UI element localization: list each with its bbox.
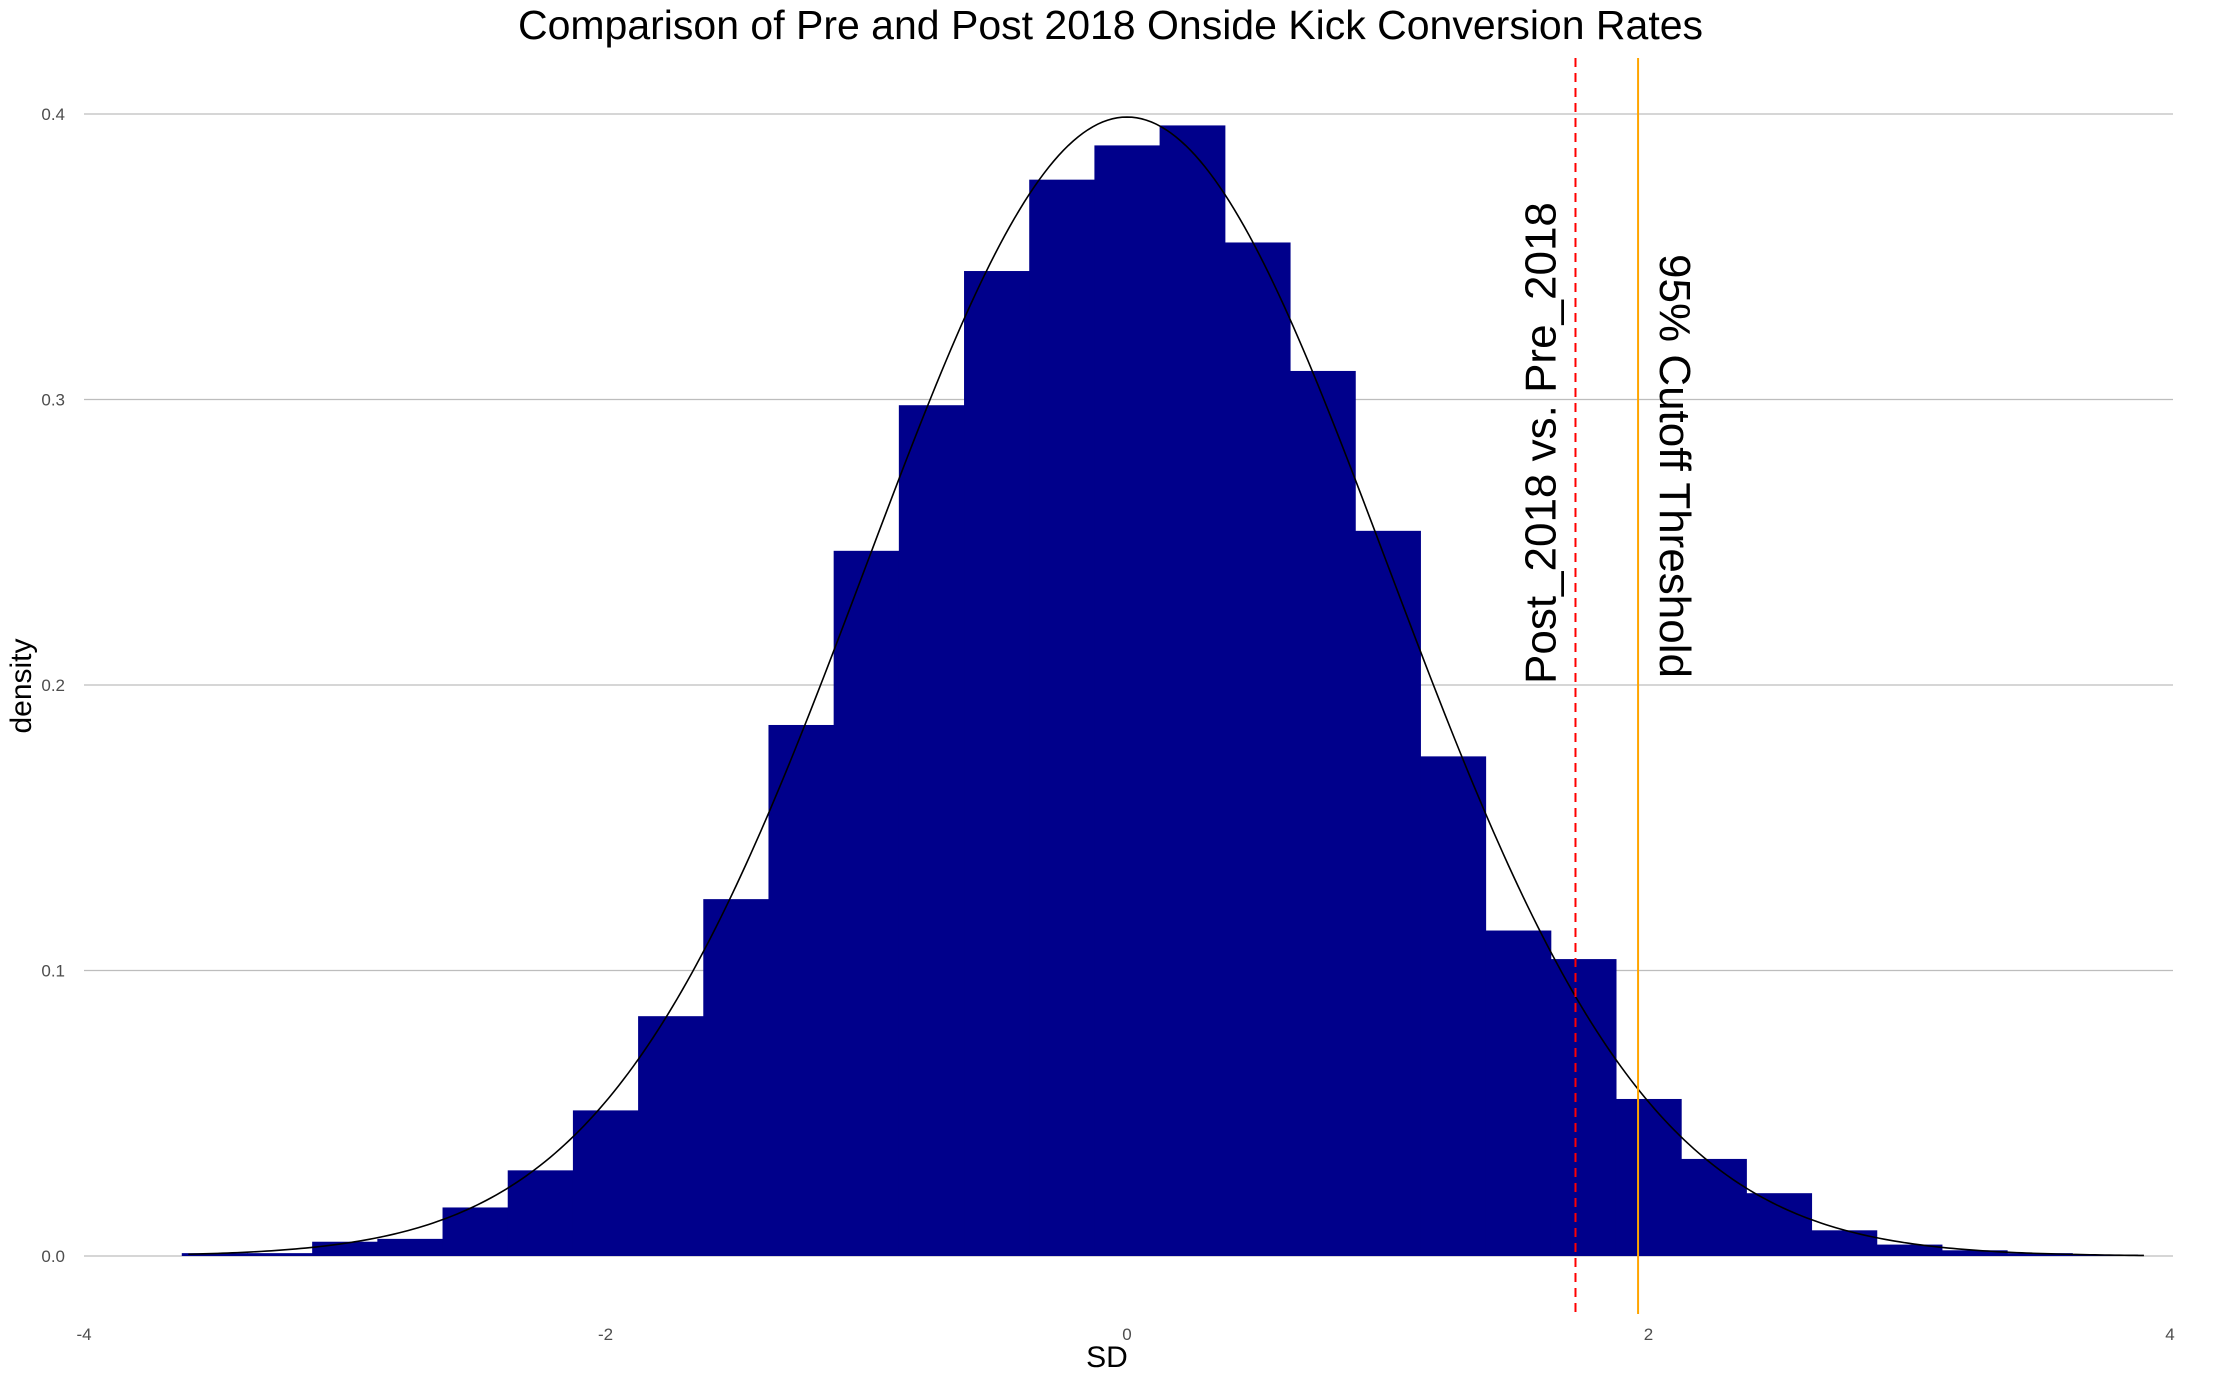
- histogram-bar: [1681, 1158, 1747, 1256]
- histogram-bar: [1355, 530, 1421, 1256]
- normal-density-curve: [188, 116, 2144, 1257]
- histogram-bar: [1289, 370, 1356, 1256]
- y-tick-label: 0.2: [41, 676, 65, 695]
- x-axis-label: SD: [1086, 1341, 1128, 1374]
- y-tick-label: 0.4: [41, 105, 65, 124]
- histogram-bar: [768, 724, 835, 1256]
- reference-lines: Post_2018 vs. Pre_2018 95% Cutoff Thresho…: [1516, 58, 1699, 1314]
- histogram-bar: [1811, 1230, 1878, 1256]
- histogram-bar: [964, 271, 1030, 1256]
- histogram-bar: [377, 1238, 444, 1256]
- x-tick-label: 4: [2165, 1325, 2174, 1344]
- x-tick-label: 2: [1644, 1325, 1653, 1344]
- histogram-bar: [833, 550, 900, 1256]
- y-tick-label: 0.1: [41, 962, 65, 981]
- histogram-bar: [1094, 145, 1161, 1256]
- x-tick-label: -4: [76, 1325, 91, 1344]
- histogram-bar: [1746, 1193, 1813, 1256]
- histogram-bar: [507, 1170, 574, 1256]
- histogram-bar: [1485, 930, 1552, 1256]
- histogram-bar: [572, 1110, 639, 1256]
- histogram-bars: [181, 125, 2139, 1257]
- histogram-bar: [1224, 242, 1291, 1257]
- histogram-bar: [638, 1016, 704, 1256]
- histogram-bar: [1159, 125, 1226, 1256]
- histogram-bar: [1029, 179, 1096, 1256]
- histogram-bar: [898, 405, 965, 1257]
- histogram-bar: [2007, 1253, 2073, 1256]
- histogram-bar: [442, 1207, 509, 1256]
- cutoff-threshold-label: 95% Cutoff Threshold: [1650, 254, 1699, 678]
- x-tick-label: 0: [1122, 1325, 1131, 1344]
- x-tick-label: -2: [598, 1325, 613, 1344]
- histogram-bar: [1420, 756, 1487, 1256]
- axis-tick-labels: 0.0 0.1 0.2 0.3 0.4 -4 -2 0 2 4: [41, 105, 2174, 1344]
- histogram-bar: [1876, 1244, 1943, 1256]
- histogram-bar: [181, 1253, 248, 1256]
- histogram-bar: [246, 1253, 313, 1256]
- chart-title: Comparison of Pre and Post 2018 Onside K…: [517, 2, 1704, 48]
- histogram-bar: [703, 899, 770, 1256]
- histogram-bar: [1550, 959, 1617, 1256]
- y-tick-label: 0.0: [41, 1247, 65, 1266]
- histogram-bar: [1615, 1098, 1682, 1256]
- histogram-bar: [1941, 1250, 2008, 1256]
- density-curve-layer: [188, 116, 2144, 1257]
- post-vs-pre-label: Post_2018 vs. Pre_2018: [1516, 202, 1565, 684]
- y-tick-label: 0.3: [41, 391, 65, 410]
